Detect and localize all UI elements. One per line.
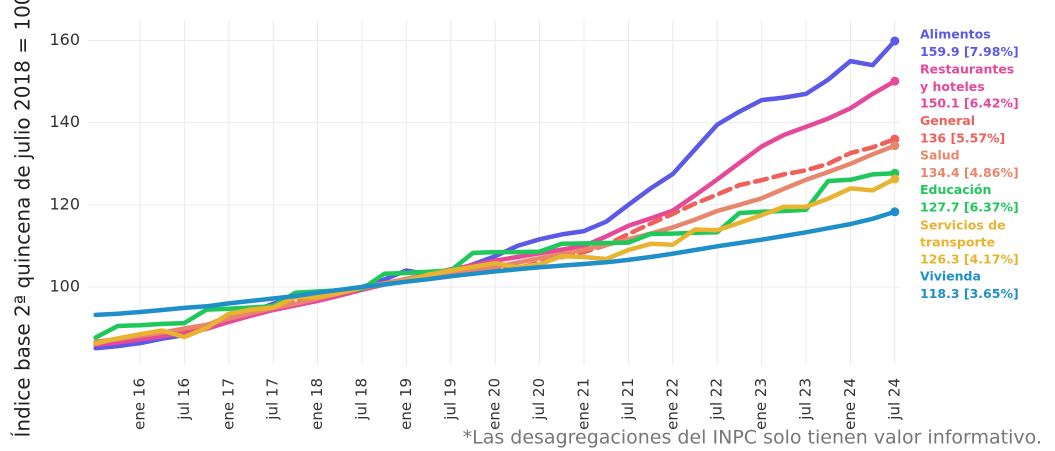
end-point	[890, 76, 900, 86]
series-line	[93, 170, 898, 340]
legend-label-line: Restaurantes	[920, 61, 1014, 76]
x-tick-label: jul 24	[885, 378, 903, 421]
x-tick-label: ene 23	[752, 378, 770, 430]
end-point	[890, 36, 900, 46]
end-point	[890, 207, 900, 217]
x-tick-label: ene 19	[397, 378, 415, 430]
legend-label-line: Servicios de	[920, 217, 1006, 232]
end-value-label: 118.3 [3.65%]	[920, 286, 1019, 301]
end-value-label: 159.9 [7.98%]	[920, 44, 1019, 59]
x-tick-label: jul 17	[264, 378, 282, 421]
y-tick-label: 100	[49, 276, 80, 295]
end-point	[890, 141, 900, 151]
y-tick-label: 160	[49, 30, 80, 49]
x-tick-label: jul 20	[530, 378, 548, 421]
legend-label-line: y hoteles	[920, 78, 985, 93]
x-tick-label: ene 21	[575, 378, 593, 430]
x-tick-label: ene 16	[131, 378, 149, 430]
x-tick-label: jul 23	[797, 378, 815, 421]
x-tick-label: jul 19	[441, 378, 459, 421]
series-line	[93, 143, 898, 344]
end-value-label: 127.7 [6.37%]	[920, 200, 1019, 215]
x-tick-label: jul 18	[353, 378, 371, 421]
footnote: *Las desagregaciones del INPC solo tiene…	[463, 427, 1042, 449]
legend-label: Salud	[920, 148, 960, 163]
series-line	[93, 209, 898, 318]
x-tick-label: jul 21	[619, 378, 637, 421]
legend-label: Servicios de transporte	[920, 217, 1006, 249]
x-tick-label: ene 17	[219, 378, 237, 430]
legend-label: General	[920, 113, 975, 128]
end-value-label: 150.1 [6.42%]	[920, 96, 1019, 111]
end-value-label: 126.3 [4.17%]	[920, 251, 1019, 266]
end-value-label: 136 [5.57%]	[920, 130, 1005, 145]
x-tick-label: ene 18	[308, 378, 326, 430]
x-tick-label: jul 22	[708, 378, 726, 421]
x-tick-label: ene 22	[663, 378, 681, 430]
y-tick-label: 120	[49, 194, 80, 213]
y-tick-label: 140	[49, 112, 80, 131]
end-point	[890, 174, 900, 184]
end-value-label: 134.4 [4.86%]	[920, 165, 1019, 180]
legend-label: Educación	[920, 182, 991, 197]
series-line	[93, 176, 898, 346]
legend-label: Alimentos	[920, 27, 991, 42]
x-tick-label: ene 24	[841, 378, 859, 430]
legend-label-line: transporte	[920, 234, 995, 249]
end-point	[890, 134, 900, 144]
legend-label: Restaurantes y hoteles	[920, 61, 1014, 93]
series-line	[93, 78, 898, 348]
legend-label: Vivienda	[920, 269, 981, 284]
x-tick-label: jul 16	[175, 378, 193, 421]
y-axis-title: Índice base 2ª quincena de julio 2018 = …	[11, 0, 35, 438]
x-tick-label: ene 20	[486, 378, 504, 430]
